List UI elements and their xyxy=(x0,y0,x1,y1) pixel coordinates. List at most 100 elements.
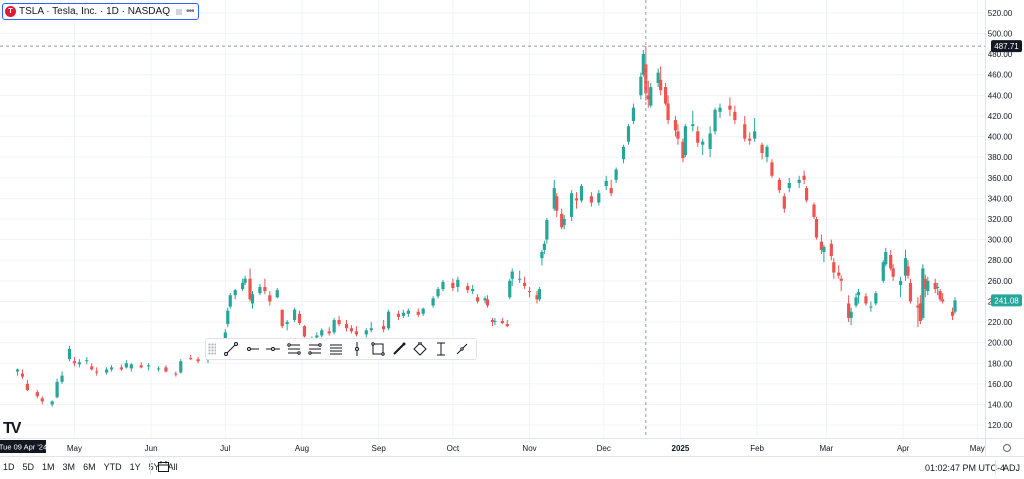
candle-body xyxy=(718,107,722,112)
tradingview-logo-icon[interactable]: TV xyxy=(3,420,22,437)
candle-body xyxy=(570,193,574,217)
settings-gear-icon[interactable] xyxy=(1002,443,1012,453)
candle-body xyxy=(332,319,336,333)
range-1d[interactable]: 1D xyxy=(3,462,15,472)
crosshair-price-tag xyxy=(991,40,1022,53)
y-tick-label: 360.00 xyxy=(988,174,1013,183)
candle-body xyxy=(20,373,25,377)
candle-body xyxy=(854,297,858,306)
path-icon[interactable] xyxy=(451,340,472,358)
candle-body xyxy=(545,220,549,240)
y-tick-label: 460.00 xyxy=(988,71,1013,80)
candle-body xyxy=(248,278,252,300)
candle-body xyxy=(523,282,527,286)
y-tick-label: 200.00 xyxy=(988,339,1013,348)
candle-body xyxy=(124,363,128,368)
price-chart[interactable]: 120.00140.00160.00180.00200.00220.00240.… xyxy=(0,0,1024,456)
candle-body xyxy=(327,331,331,334)
regression-trend-icon[interactable] xyxy=(304,340,325,358)
candle-body xyxy=(95,371,99,373)
trend-line-icon[interactable] xyxy=(220,340,241,358)
candle-body xyxy=(555,196,559,211)
x-tick-label: Sep xyxy=(372,444,387,453)
bottom-toolbar: 1D 5D 1M 3M 6M YTD 1Y 5Y All 01:02:47 PM… xyxy=(0,456,1024,479)
symbol-legend[interactable]: T TSLA · Tesla, Inc. · 1D · NASDAQ ••• xyxy=(2,3,199,20)
x-tick-label: Aug xyxy=(295,444,309,453)
range-ytd[interactable]: YTD xyxy=(103,462,122,472)
candle-body xyxy=(297,313,302,324)
candle-body xyxy=(649,87,653,106)
candle-body xyxy=(743,124,747,139)
candle-body xyxy=(109,367,114,370)
pitchfork-icon[interactable] xyxy=(325,340,346,358)
rotated-rectangle-icon[interactable] xyxy=(409,340,430,358)
rectangle-icon[interactable] xyxy=(367,340,388,358)
divider xyxy=(995,460,996,474)
candle-body xyxy=(916,305,920,308)
candle-body xyxy=(787,182,791,189)
candle-body xyxy=(156,368,161,370)
candle-body xyxy=(921,268,925,318)
range-5y[interactable]: 5Y xyxy=(148,462,160,472)
divider xyxy=(150,460,151,474)
candle-body xyxy=(285,322,289,325)
candle-body xyxy=(268,295,272,302)
ray-icon[interactable] xyxy=(241,340,262,358)
ellipsis-icon[interactable]: ••• xyxy=(185,6,194,17)
candle-body xyxy=(777,179,781,191)
candle-body xyxy=(537,289,542,300)
candle-body xyxy=(906,266,910,276)
y-tick-label: 520.00 xyxy=(988,9,1013,18)
candle-body xyxy=(416,311,420,315)
candle-body xyxy=(243,278,247,283)
y-tick-label: 260.00 xyxy=(988,277,1013,286)
date-highlight-label: Tue 09 Apr '24 xyxy=(0,443,47,452)
candle-body xyxy=(483,298,487,301)
range-6m[interactable]: 6M xyxy=(83,462,96,472)
extended-line-icon[interactable] xyxy=(262,340,283,358)
candle-body xyxy=(139,365,143,368)
x-tick-label: Apr xyxy=(897,444,910,453)
candle-body xyxy=(782,196,786,209)
candle-body xyxy=(241,282,245,290)
calendar-goto-icon[interactable] xyxy=(158,461,169,472)
adj-toggle[interactable]: ADJ xyxy=(1003,463,1021,473)
candle-body xyxy=(223,332,227,343)
vertical-line-icon[interactable] xyxy=(346,340,367,358)
x-tick-label: Mar xyxy=(819,444,833,453)
candle-body xyxy=(621,146,626,160)
candle-body xyxy=(401,312,405,316)
range-3m[interactable]: 3M xyxy=(62,462,76,472)
candle-body xyxy=(518,278,522,280)
candle-body xyxy=(226,310,230,325)
candle-body xyxy=(466,285,470,291)
candle-body xyxy=(50,401,54,405)
candle-body xyxy=(696,131,700,143)
range-5d[interactable]: 5D xyxy=(22,462,35,472)
candle-body xyxy=(552,188,556,209)
candle-body xyxy=(60,375,64,382)
candle-body xyxy=(476,297,480,302)
y-tick-label: 180.00 xyxy=(988,359,1013,368)
legend-toggle-icon[interactable] xyxy=(175,8,182,15)
candle-body xyxy=(926,280,930,292)
candle-body xyxy=(320,330,324,336)
brush-icon[interactable] xyxy=(388,340,409,358)
drag-handle-icon[interactable] xyxy=(208,343,216,355)
candle-body xyxy=(822,246,826,252)
candle-body xyxy=(25,383,30,391)
range-1m[interactable]: 1M xyxy=(42,462,55,472)
candle-body xyxy=(933,282,937,290)
candle-body xyxy=(804,188,809,201)
candle-body xyxy=(753,131,757,139)
text-cursor-icon[interactable] xyxy=(430,340,451,358)
range-1y[interactable]: 1Y xyxy=(129,462,141,472)
y-tick-label: 340.00 xyxy=(988,194,1013,203)
range-all[interactable]: All xyxy=(167,462,178,472)
candle-body xyxy=(228,295,232,307)
clock-timezone[interactable]: 01:02:47 PM UTC-4 xyxy=(925,463,1006,473)
candle-body xyxy=(639,76,643,96)
candle-body xyxy=(40,398,44,402)
parallel-channel-icon[interactable] xyxy=(283,340,304,358)
y-tick-label: 420.00 xyxy=(988,112,1013,121)
